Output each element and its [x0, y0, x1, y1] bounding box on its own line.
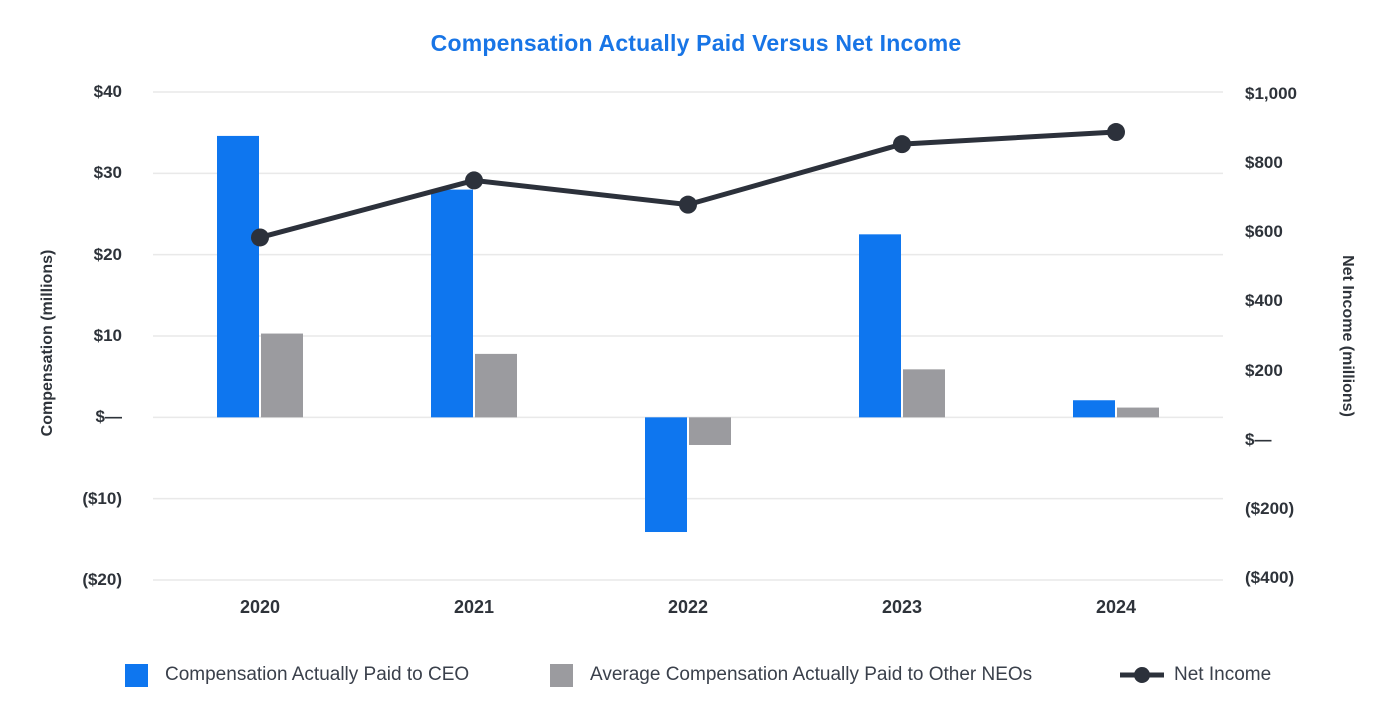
- right-axis-tick: $1,000: [1245, 84, 1297, 103]
- ceo-swatch-icon: [125, 663, 148, 687]
- right-axis-tick: $400: [1245, 291, 1283, 311]
- neo-swatch-icon: [550, 663, 573, 687]
- net-income-point-2021: [465, 171, 483, 190]
- left-axis-tick: $10: [93, 326, 122, 345]
- net-income-point-2023: [893, 135, 911, 154]
- right-axis-tick: ($200): [1245, 498, 1295, 518]
- neo-bar-2021: [475, 353, 517, 418]
- ceo-bar-2022: [645, 417, 687, 533]
- net-income-point-2020: [251, 228, 269, 247]
- left-axis-tick: ($10): [82, 488, 122, 508]
- legend-label-net-income: Net Income: [1174, 664, 1272, 685]
- x-axis-label-2022: 2022: [667, 597, 709, 617]
- left-axis-tick: $40: [93, 82, 122, 101]
- x-axis-label-2021: 2021: [453, 597, 495, 617]
- left-axis-tick: ($20): [82, 570, 122, 589]
- legend-label-ceo: Compensation Actually Paid to CEO: [165, 664, 470, 685]
- right-axis-tick: $800: [1245, 153, 1283, 173]
- left-axis-tick: $30: [93, 163, 122, 183]
- neo-bar-2022: [689, 417, 731, 445]
- right-axis-tick: $200: [1245, 360, 1283, 380]
- net-income-point-2024: [1107, 123, 1125, 142]
- ceo-bar-2020: [217, 135, 259, 418]
- left-axis-tick: $—: [95, 407, 122, 427]
- chart-title: Compensation Actually Paid Versus Net In…: [430, 30, 962, 56]
- ceo-bar-2021: [431, 189, 473, 418]
- net-income-line-dot-icon: [1120, 667, 1164, 683]
- right-axis-tick: $600: [1245, 222, 1283, 242]
- legend-item-net-income: Net Income: [1119, 662, 1271, 688]
- left-axis-title: Compensation (millions): [39, 249, 56, 437]
- right-axis-tick: ($400): [1245, 568, 1295, 587]
- neo-bar-2024: [1117, 407, 1159, 418]
- x-axis-label-2023: 2023: [881, 597, 923, 617]
- legend-item-neo: Average Compensation Actually Paid to Ot…: [550, 662, 1032, 688]
- net-income-point-2022: [679, 195, 697, 214]
- x-axis-label-2024: 2024: [1095, 597, 1137, 617]
- ceo-bar-2024: [1073, 400, 1115, 418]
- x-axis-label-2020: 2020: [239, 597, 281, 617]
- right-axis-tick: $—: [1245, 429, 1272, 449]
- neo-bar-2023: [903, 369, 945, 418]
- neo-bar-2020: [261, 333, 303, 418]
- net-income-line: [257, 129, 1119, 240]
- ceo-bar-2023: [859, 234, 901, 418]
- legend-item-ceo: Compensation Actually Paid to CEO: [125, 662, 469, 688]
- left-axis-tick: $20: [93, 244, 122, 264]
- right-axis-title: Net Income (millions): [1339, 255, 1356, 417]
- legend-label-neo: Average Compensation Actually Paid to Ot…: [590, 664, 1033, 685]
